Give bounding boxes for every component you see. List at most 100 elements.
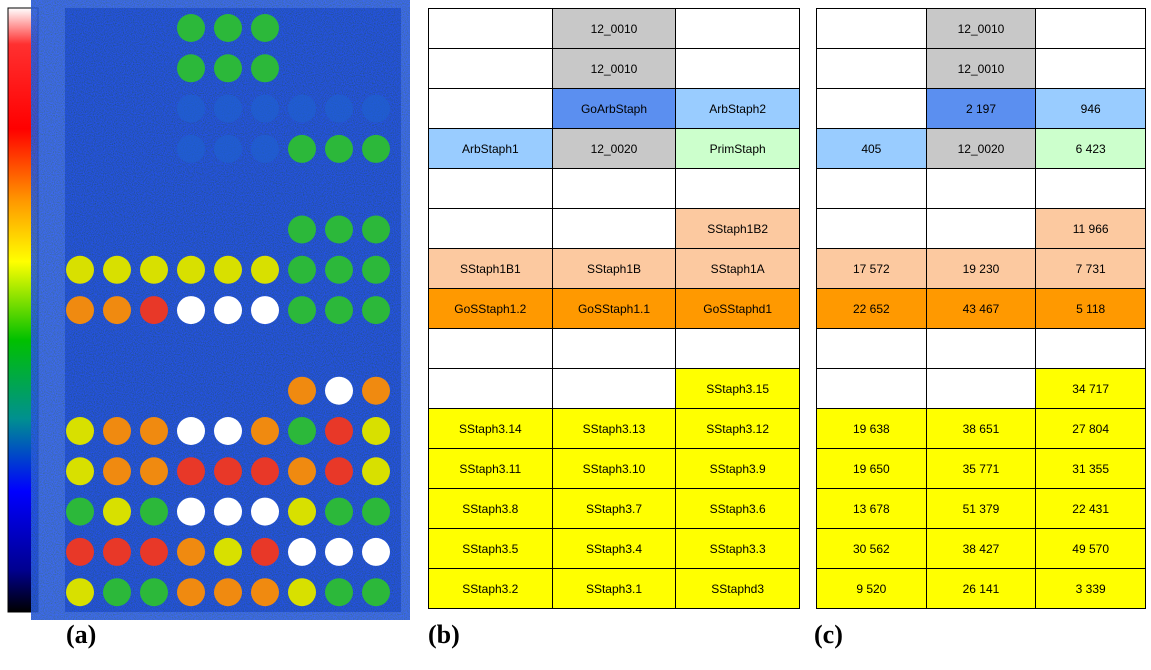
table-cell [428, 368, 553, 409]
array-spot [177, 537, 205, 566]
table-cell: SStaph3.8 [428, 488, 553, 529]
array-spot [288, 417, 316, 445]
table-cell: 12_0010 [551, 48, 677, 89]
table-row: 19 650 35 771 31 355 [816, 448, 1146, 489]
table-cell: 38 651 [925, 408, 1037, 449]
array-spot [177, 578, 205, 607]
table-row [816, 168, 1146, 209]
table-cell: 5 118 [1035, 288, 1146, 329]
table-row: 17 572 19 230 7 731 [816, 248, 1146, 289]
table-row: 34 717 [816, 368, 1146, 409]
table-cell: SStaph3.2 [428, 568, 553, 609]
table-cell: 49 570 [1035, 528, 1146, 569]
table-cell: 12_0010 [551, 8, 677, 49]
table-cell [551, 368, 677, 409]
array-spot [362, 578, 390, 607]
panel-label: (a) [66, 620, 97, 649]
table-cell: 3 339 [1035, 568, 1146, 609]
array-spot [325, 296, 353, 325]
table-cell: 22 431 [1035, 488, 1146, 529]
array-spot [214, 54, 242, 83]
table-cell [551, 208, 677, 249]
array-spot [103, 497, 131, 526]
array-spot [214, 457, 242, 486]
table-cell: 31 355 [1035, 448, 1146, 489]
array-spot [214, 497, 242, 526]
array-spot [214, 296, 242, 325]
table-cell: 13 678 [816, 488, 927, 529]
table-cell [1035, 168, 1146, 209]
table-cell: 30 562 [816, 528, 927, 569]
array-spot [66, 578, 94, 607]
table-cell [816, 48, 927, 89]
table-cell [1035, 48, 1146, 89]
table-row: 30 562 38 427 49 570 [816, 528, 1146, 569]
table-c: 12_0010 12_0010 2 197 946 405 12_0020 6 423 11 … [816, 8, 1146, 609]
table-cell: SStaph3.3 [675, 528, 800, 569]
array-spot [288, 255, 316, 284]
table-cell: SStaph3.15 [675, 368, 800, 409]
table-cell: 34 717 [1035, 368, 1146, 409]
table-row: ArbStaph1 12_0020 PrimStaph [428, 128, 800, 169]
table-cell [551, 328, 677, 369]
table-cell: 12_0010 [925, 8, 1037, 49]
array-spot [140, 537, 168, 566]
table-cell: 35 771 [925, 448, 1037, 489]
array-spot [288, 215, 316, 244]
table-cell: 27 804 [1035, 408, 1146, 449]
array-spot [325, 215, 353, 244]
array-spot [362, 457, 390, 486]
array-spot [177, 255, 205, 284]
array-spot [251, 578, 279, 607]
array-spot [325, 578, 353, 607]
table-row [428, 168, 800, 209]
array-spot [103, 417, 131, 445]
array-spot [288, 497, 316, 526]
table-cell: 38 427 [925, 528, 1037, 569]
array-spot [325, 537, 353, 566]
array-spot [251, 255, 279, 284]
array-spot [325, 457, 353, 486]
table-cell: ArbStaph1 [428, 128, 553, 169]
table-row: 19 638 38 651 27 804 [816, 408, 1146, 449]
array-spot [362, 537, 390, 566]
table-cell [925, 168, 1037, 209]
array-spot [362, 376, 390, 405]
array-spot [103, 537, 131, 566]
color-scale [7, 7, 39, 613]
array-spot [362, 296, 390, 325]
table-cell: SStaph1B [551, 248, 677, 289]
array-spot [214, 94, 242, 123]
array-spot [325, 497, 353, 526]
table-row: 9 520 26 141 3 339 [816, 568, 1146, 609]
table-cell [551, 168, 677, 209]
table-row: SStaph3.5 SStaph3.4 SStaph3.3 [428, 528, 800, 569]
array-spot [140, 255, 168, 284]
table-b: 12_0010 12_0010 GoArbStaph ArbStaph2 ArbStap… [428, 8, 800, 609]
table-cell: 12_0010 [925, 48, 1037, 89]
table-cell [925, 368, 1037, 409]
table-row: SStaph1B2 [428, 208, 800, 249]
table-cell: SStaph3.6 [675, 488, 800, 529]
table-cell: SStaph3.7 [551, 488, 677, 529]
array-spot [288, 537, 316, 566]
table-cell [816, 88, 927, 129]
array-spot [288, 134, 316, 163]
array-spot [325, 417, 353, 445]
array-spot [177, 14, 205, 42]
table-cell: 6 423 [1035, 128, 1146, 169]
array-spot [140, 296, 168, 325]
array-spot [140, 457, 168, 486]
table-row: 12_0010 [816, 48, 1146, 89]
table-cell [428, 88, 553, 129]
table-cell [925, 208, 1037, 249]
table-row: 2 197 946 [816, 88, 1146, 129]
table-row: SStaph1B1 SStaph1B SStaph1A [428, 248, 800, 289]
table-row: 13 678 51 379 22 431 [816, 488, 1146, 529]
table-cell: 9 520 [816, 568, 927, 609]
array-spot [103, 255, 131, 284]
array-spot [362, 134, 390, 163]
array-spot [288, 376, 316, 405]
array-spot [177, 54, 205, 83]
